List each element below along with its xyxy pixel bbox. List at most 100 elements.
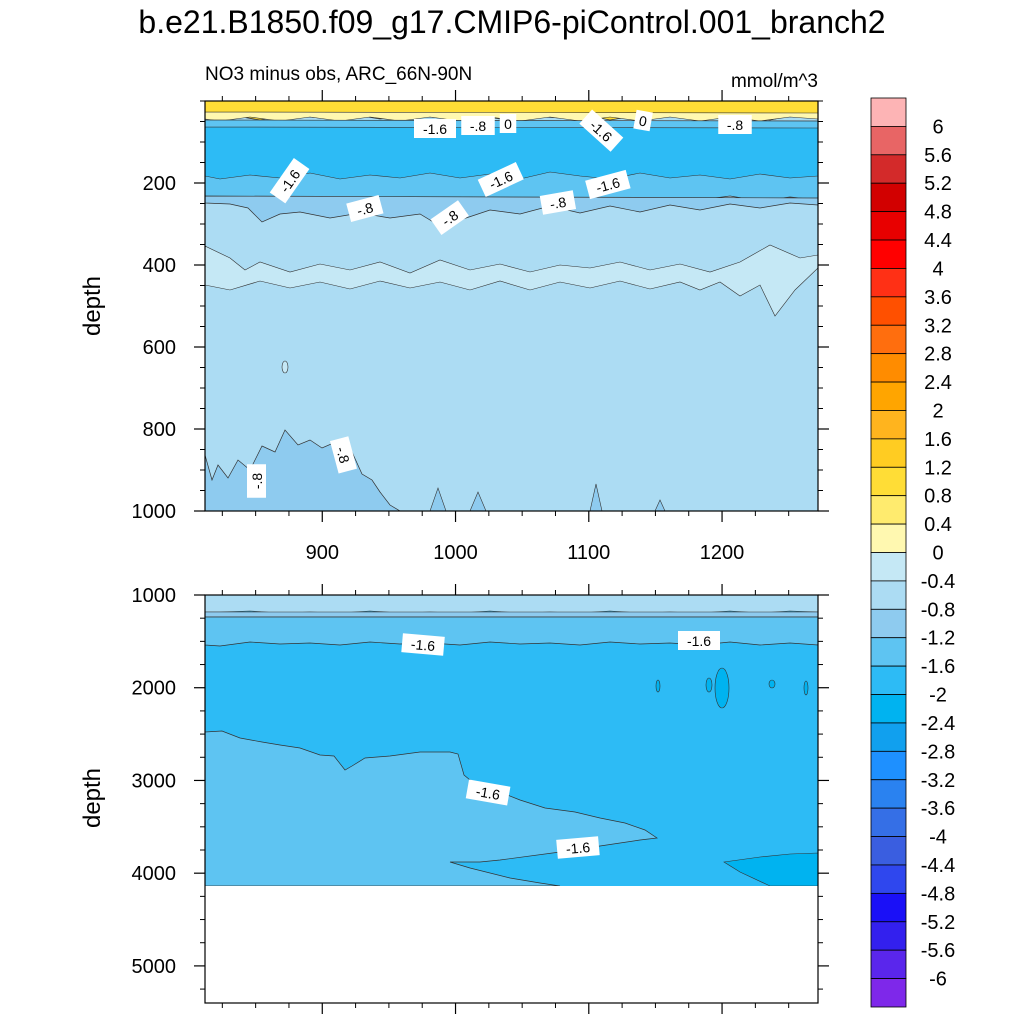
colorbar-level-label: 3.6 — [924, 287, 952, 309]
colorbar-swatch — [870, 126, 907, 156]
y-tick-label: 800 — [143, 419, 176, 441]
contour-label-text: -.8 — [470, 118, 487, 134]
colorbar-swatch — [870, 268, 907, 298]
contour-label: -1.6 — [401, 633, 445, 656]
colorbar-swatch — [870, 779, 907, 809]
fill-spot-3 — [655, 679, 661, 693]
colorbar-swatch — [870, 211, 907, 241]
fill-band-slope — [205, 730, 658, 887]
x-tick-label: 1200 — [700, 542, 745, 564]
colorbar-level-label: -4.4 — [921, 855, 955, 877]
colorbar-level-label: 0 — [932, 543, 943, 565]
colorbar-swatch — [870, 97, 907, 127]
contour-label: -.8 — [247, 464, 266, 498]
y-tick-label: 200 — [143, 173, 176, 195]
colorbar-level-label: -2 — [929, 685, 947, 707]
upper-axis-ticks — [194, 90, 829, 522]
colorbar-swatch — [870, 978, 907, 1008]
contour-label-box — [465, 779, 511, 806]
colorbar-swatch — [870, 438, 907, 468]
x-tick-label: 1100 — [567, 542, 610, 564]
contour-label-box — [329, 436, 357, 474]
y-tick-label: 2000 — [132, 678, 177, 700]
colorbar-swatch — [870, 523, 907, 553]
colorbar-swatch — [870, 495, 907, 525]
contour-label-text: -1.6 — [594, 174, 622, 196]
contour-label-box — [539, 190, 577, 215]
colorbar-level-label: 5.6 — [924, 145, 952, 167]
colorbar-level-label: -5.2 — [921, 912, 955, 934]
fill-band-top-light — [205, 595, 818, 614]
colorbar-labels: 6 5.6 5.2 4.8 4.4 4 3.6 3.2 2.8 2.4 2 1.6 1.2 0.8 0.4 0… — [921, 116, 955, 990]
contour-label-text: -.8 — [727, 117, 744, 133]
contour-label-box — [585, 169, 631, 200]
contour-label-text: 0 — [504, 116, 512, 132]
fill-spot-1 — [714, 667, 730, 709]
x-tick-label: 900 — [306, 542, 339, 564]
lower-frame — [204, 594, 819, 1004]
contour-label-box — [414, 119, 456, 138]
contour-label-text: -.8 — [549, 194, 568, 213]
contour-label: -1.6 — [556, 836, 600, 859]
contour-label: -.8 — [718, 115, 752, 134]
colorbar-swatch — [870, 921, 907, 951]
contour-label: -.8 — [461, 116, 495, 135]
y-tick-label: 400 — [143, 255, 176, 277]
colorbar-level-label: -4.8 — [921, 883, 955, 905]
x-tick-labels: 900 1000 1100 1200 — [306, 542, 745, 564]
colorbar-swatch — [870, 864, 907, 894]
y-tick-label: 3000 — [132, 770, 177, 792]
contour-label-box — [718, 115, 752, 134]
colorbar-level-label: -1.6 — [921, 656, 955, 678]
x-tick-label: 1000 — [433, 542, 478, 564]
colorbar-level-label: 5.2 — [924, 173, 952, 195]
colorbar-swatch — [870, 552, 907, 582]
colorbar-swatch — [870, 608, 907, 639]
colorbar-level-label: -0.4 — [921, 571, 955, 593]
colorbar-swatch — [870, 410, 907, 440]
contour-label: -.8 — [346, 195, 384, 223]
contour-label-text: -1.6 — [687, 633, 711, 649]
upper-y-axis-label: depth — [79, 276, 106, 336]
colorbar-swatch — [870, 182, 907, 213]
colorbar-swatch — [870, 580, 907, 610]
y-tick-label: 5000 — [132, 956, 177, 978]
colorbar-swatch — [870, 324, 907, 355]
contour-label-text: 0 — [638, 112, 649, 129]
colorbar-level-label: 6 — [932, 116, 943, 138]
lower-y-axis-label: depth — [79, 768, 106, 828]
contour-label: 0 — [499, 114, 517, 133]
y-tick-label: 600 — [143, 337, 176, 359]
fill-band-mid-light — [205, 244, 818, 317]
contour-label-box — [678, 631, 720, 650]
colorbar-level-label: 2.4 — [924, 372, 952, 394]
colorbar-level-label: -5.6 — [921, 940, 955, 962]
colorbar-level-label: 1.2 — [924, 457, 952, 479]
fill-band-deep-2 — [429, 483, 666, 511]
colorbar-level-label: 4 — [932, 258, 943, 280]
lower-contour-fills — [205, 595, 818, 1003]
colorbar-swatch — [870, 807, 907, 837]
fill-spot-5 — [803, 680, 809, 696]
contour-label-box — [499, 114, 517, 133]
colorbar-level-label: 0.4 — [924, 514, 952, 536]
colorbar-swatch — [870, 296, 907, 326]
y-tick-label: 4000 — [132, 863, 177, 885]
fill-band-top-mid — [205, 611, 818, 618]
colorbar-level-label: 1.6 — [924, 429, 952, 451]
y-tick-label: 1000 — [132, 501, 177, 523]
fill-small-spot — [281, 360, 289, 374]
colorbar — [870, 97, 907, 1008]
contour-label-box — [430, 200, 469, 235]
colorbar-level-label: -2.4 — [921, 713, 955, 735]
colorbar-level-label: 0.8 — [924, 486, 952, 508]
contour-label: -.8 — [329, 436, 357, 474]
contour-label-box — [556, 836, 600, 859]
colorbar-level-label: -3.6 — [921, 798, 955, 820]
contour-label: -1.6 — [585, 169, 631, 200]
lower-ytick-labels: 1000 2000 3000 4000 5000 — [132, 585, 177, 978]
contour-label-box — [461, 116, 495, 135]
contour-label-box — [633, 109, 653, 132]
contour-label: -.8 — [430, 200, 469, 235]
